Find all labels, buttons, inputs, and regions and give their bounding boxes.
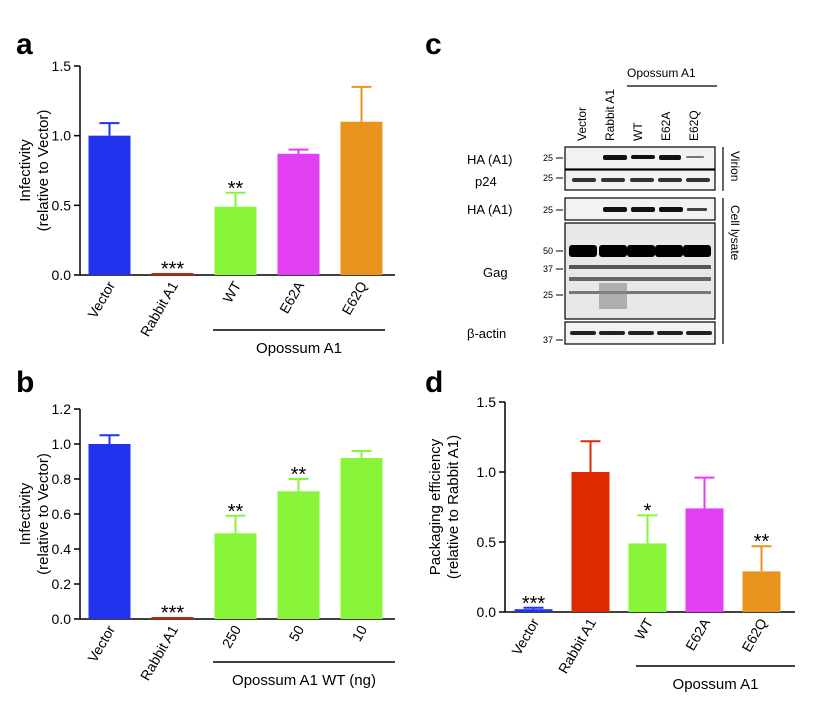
lane-label-wt: WT (631, 122, 645, 141)
bracket-label-d: Opossum A1 (673, 676, 759, 693)
ytick-label-a: 0.5 (52, 197, 72, 213)
category-label-d-1: Rabbit A1 (555, 615, 599, 676)
bar-a-2 (214, 206, 257, 275)
bar-a-0 (88, 135, 131, 275)
blot-strip-gag (564, 222, 716, 320)
significance-b-3: ** (291, 464, 307, 486)
row-label-p24: p24 (475, 174, 497, 189)
western-blot: Vector Rabbit A1 WT E62A E62Q Opossum A1… (455, 55, 795, 355)
ylabel-d-2: (relative to Rabbit A1) (445, 435, 462, 579)
significance-d-0: *** (522, 593, 546, 615)
significance-d-2: * (644, 500, 652, 522)
bar-d-0 (514, 609, 553, 612)
category-label-a-3: E62A (276, 278, 307, 316)
marker-ha-virion: 25 (543, 153, 553, 163)
category-label-b-0: Vector (84, 622, 118, 665)
ylabel-a-2: (relative to Vector) (35, 110, 52, 232)
bands-actin (570, 331, 712, 335)
category-label-d-4: E62Q (738, 615, 770, 654)
lane-label-e62a: E62A (659, 112, 673, 141)
ytick-label-b: 1.2 (52, 401, 72, 417)
row-label-ha-virion: HA (A1) (467, 152, 513, 167)
category-label-b-3: 50 (285, 622, 307, 644)
significance-b-2: ** (228, 501, 244, 523)
category-label-b-2: 250 (219, 622, 245, 650)
side-label-lysate: Cell lysate (728, 205, 742, 261)
category-label-d-2: WT (631, 615, 656, 642)
significance-d-4: ** (754, 531, 770, 553)
category-label-a-2: WT (219, 278, 244, 305)
ytick-label-b: 0.0 (52, 611, 72, 627)
marker-actin: 37 (543, 335, 553, 345)
blot-svg: Vector Rabbit A1 WT E62A E62Q Opossum A1… (467, 66, 742, 345)
ytick-label-a: 0.0 (52, 267, 72, 283)
bar-b-4 (340, 458, 383, 619)
lane-label-e62q: E62Q (687, 110, 701, 141)
bar-d-4 (742, 571, 781, 612)
bar-b-0 (88, 444, 131, 619)
marker-gag-37: 37 (543, 264, 553, 274)
bar-d-3 (685, 508, 724, 612)
bands-gag (569, 245, 711, 309)
ytick-label-a: 1.0 (52, 128, 72, 144)
significance-a-2: ** (228, 178, 244, 200)
marker-gag-25: 25 (543, 290, 553, 300)
ytick-label-a: 1.5 (52, 58, 72, 74)
bands-p24 (572, 178, 710, 182)
significance-b-1: *** (161, 602, 185, 624)
category-label-d-0: Vector (508, 615, 542, 658)
bar-a-1 (151, 273, 194, 275)
category-label-a-1: Rabbit A1 (137, 278, 181, 339)
row-label-ha-lysate: HA (A1) (467, 202, 513, 217)
ylabel-b-1: Infectivity (17, 482, 34, 545)
bar-b-3 (277, 491, 320, 619)
marker-gag-50: 50 (543, 246, 553, 256)
significance-a-1: *** (161, 259, 185, 281)
category-label-b-4: 10 (348, 622, 370, 644)
bar-b-1 (151, 617, 194, 619)
ytick-label-b: 0.4 (52, 541, 72, 557)
bar-d-1 (571, 472, 610, 612)
lane-label-vector: Vector (575, 107, 589, 141)
bands-ha-virion (603, 155, 704, 160)
category-label-b-1: Rabbit A1 (137, 622, 181, 683)
ylabel-b-2: (relative to Vector) (35, 453, 52, 575)
marker-p24: 25 (543, 173, 553, 183)
blot-group-label: Opossum A1 (627, 66, 696, 80)
row-label-gag: Gag (483, 265, 508, 280)
marker-ticks (556, 157, 563, 341)
ytick-label-b: 0.6 (52, 506, 72, 522)
ytick-label-d: 0.5 (477, 534, 497, 550)
panel-letter-a: a (16, 28, 33, 61)
bands-ha-lysate (603, 207, 707, 212)
ytick-label-d: 1.5 (477, 394, 497, 410)
row-label-actin: β-actin (467, 326, 506, 341)
bar-a-3 (277, 153, 320, 275)
bracket-label-a: Opossum A1 (256, 340, 342, 357)
category-label-a-0: Vector (84, 278, 118, 321)
panel-letter-b: b (16, 366, 35, 399)
panel-letter-c: c (425, 28, 442, 61)
bar-b-2 (214, 533, 257, 619)
ytick-label-d: 0.0 (477, 604, 497, 620)
category-label-a-4: E62Q (338, 278, 370, 317)
bar-a-4 (340, 121, 383, 275)
bracket-label-b: Opossum A1 WT (ng) (232, 672, 376, 689)
ytick-label-b: 0.8 (52, 471, 72, 487)
ylabel-d-1: Packaging efficiency (427, 438, 444, 575)
ytick-label-b: 1.0 (52, 436, 72, 452)
side-label-virion: Virion (728, 151, 742, 181)
panel-letter-d: d (425, 366, 444, 399)
ytick-label-d: 1.0 (477, 464, 497, 480)
ytick-label-b: 0.2 (52, 576, 72, 592)
ylabel-a-1: Infectivity (17, 139, 34, 202)
marker-ha-lysate: 25 (543, 205, 553, 215)
category-label-d-3: E62A (682, 615, 713, 653)
lane-label-rabbit: Rabbit A1 (603, 89, 617, 141)
bar-d-2 (628, 543, 667, 612)
